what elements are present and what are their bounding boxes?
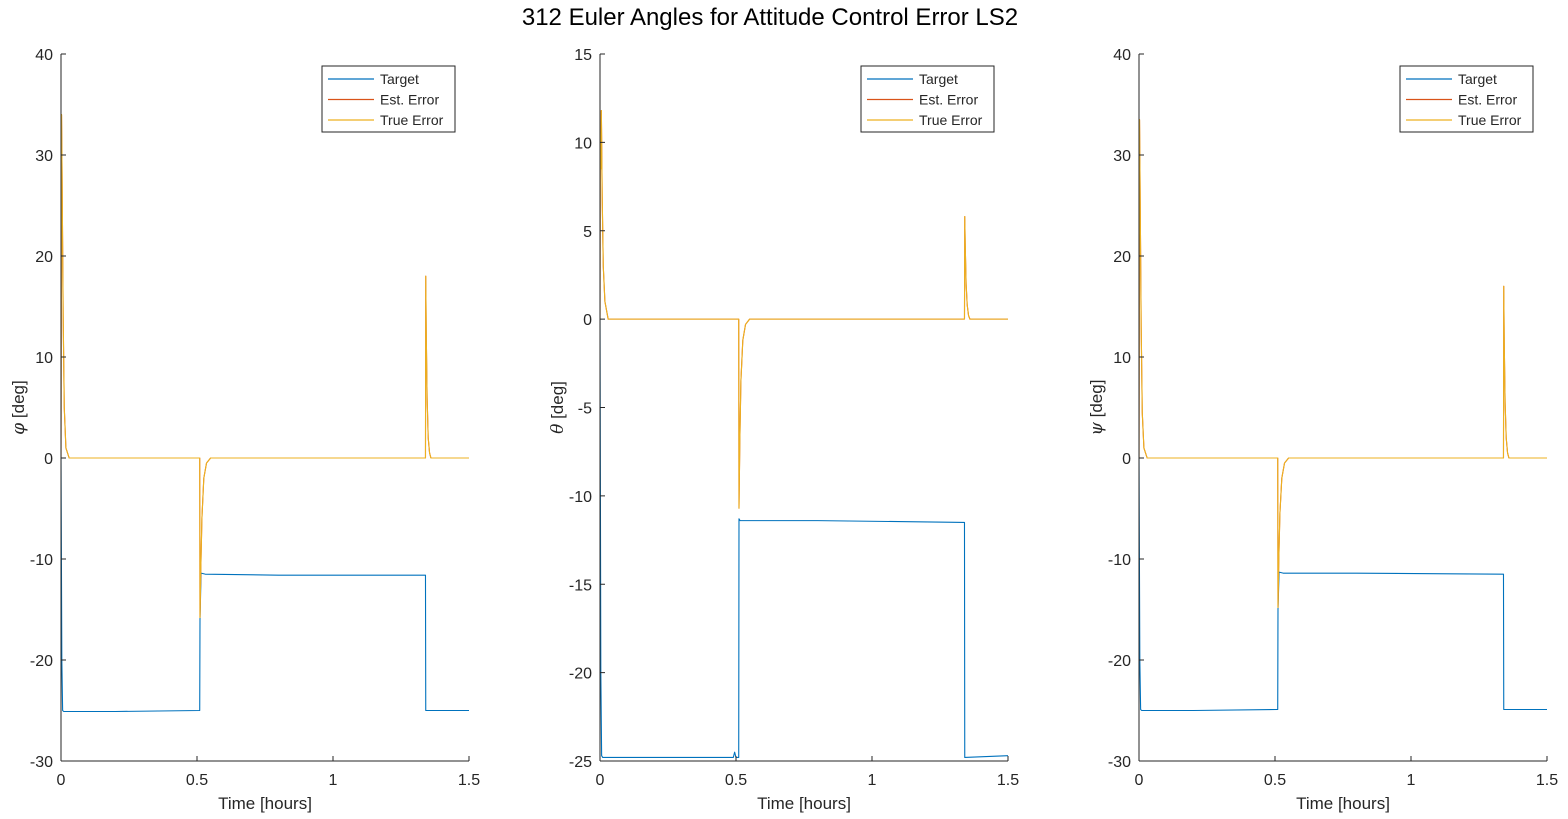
y-tick-label: -10 [1108,552,1131,569]
legend-entry: True Error [1458,112,1522,128]
legend-entry: Est. Error [1458,92,1517,108]
legend-entry: True Error [380,112,444,128]
y-tick-label: 40 [1113,47,1131,64]
x-tick-label: 0 [1135,772,1144,789]
legend-entry: Target [919,71,958,87]
x-tick-label: 1 [868,772,877,789]
y-tick-label: 30 [1113,148,1131,165]
legend-entry: Est. Error [919,92,978,108]
y-tick-label: -20 [30,653,53,670]
y-axis-label: ψ [deg] [1087,380,1107,436]
x-tick-label: 0.5 [725,772,747,789]
y-tick-label: 10 [35,350,53,367]
y-tick-label: -10 [569,489,592,506]
legend: Target Est. Error True Error [860,65,995,133]
y-tick-label: 5 [583,224,592,241]
x-tick-label: 1.5 [458,772,480,789]
x-tick-label: 0.5 [186,772,208,789]
y-tick-label: -20 [1108,653,1131,670]
legend-entry: True Error [919,112,983,128]
y-tick-label: 30 [35,148,53,165]
x-tick-label: 1.5 [997,772,1019,789]
y-tick-label: -5 [578,401,592,418]
y-axis-label: θ [deg] [548,381,568,434]
y-axis-label-unit: [deg] [1087,380,1106,423]
legend: Target Est. Error True Error [1399,65,1534,133]
y-axis-label-symbol: θ [548,424,568,434]
y-tick-label: 20 [1113,249,1131,266]
y-tick-label: 0 [44,451,53,468]
series-line-true-error [61,114,469,619]
x-tick-label: 0.5 [1264,772,1286,789]
y-axis-label-unit: [deg] [548,381,567,424]
y-tick-label: -25 [569,754,592,771]
x-tick-label: 0 [596,772,605,789]
y-axis-label-symbol: φ [9,423,29,435]
y-tick-label: 0 [1122,451,1131,468]
y-tick-label: 15 [574,47,592,64]
series-line-true-error [600,110,1008,509]
legend-entry: Est. Error [380,92,439,108]
x-axis-label: Time [hours] [218,794,312,813]
series-line-target [61,457,469,713]
x-tick-label: 1 [1407,772,1416,789]
y-tick-label: 10 [574,135,592,152]
y-tick-label: -30 [1108,754,1131,771]
figure-title: 312 Euler Angles for Attitude Control Er… [521,4,1019,31]
y-tick-label: 0 [583,312,592,329]
series-line-target [1139,457,1547,712]
subplot-2: 0 0.5 1 1.5 -25 -20 -15 -10 -5 0 5 10 15 Time [hours]… [548,47,1019,813]
legend-entry: Target [380,71,419,87]
legend: Target Est. Error True Error [321,65,456,133]
plot-area [600,54,1008,761]
y-tick-label: 10 [1113,350,1131,367]
subplot-1: 0 0.5 1 1.5 -30 -20 -10 0 10 20 30 40 Time [hours] φ … [9,47,480,813]
y-axis-label-symbol: ψ [1087,421,1107,435]
y-tick-label: -15 [569,577,592,594]
legend-entry: Target [1458,71,1497,87]
series-group [61,114,469,713]
x-tick-label: 1 [329,772,338,789]
y-axis-label: φ [deg] [9,380,29,434]
series-group [1139,119,1547,712]
y-tick-label: -10 [30,552,53,569]
subplot-3: 0 0.5 1 1.5 -30 -20 -10 0 10 20 30 40 Time [hours] ψ … [1087,47,1558,813]
x-axis-label: Time [hours] [757,794,851,813]
y-tick-label: 20 [35,249,53,266]
plot-area [61,54,469,761]
y-tick-label: -30 [30,754,53,771]
y-tick-label: 40 [35,47,53,64]
x-tick-label: 0 [57,772,66,789]
y-axis-label-unit: [deg] [9,380,28,423]
y-tick-label: -20 [569,666,592,683]
series-line-true-error [1139,119,1547,609]
x-axis-label: Time [hours] [1296,794,1390,813]
x-tick-label: 1.5 [1536,772,1558,789]
plot-area [1139,54,1547,761]
